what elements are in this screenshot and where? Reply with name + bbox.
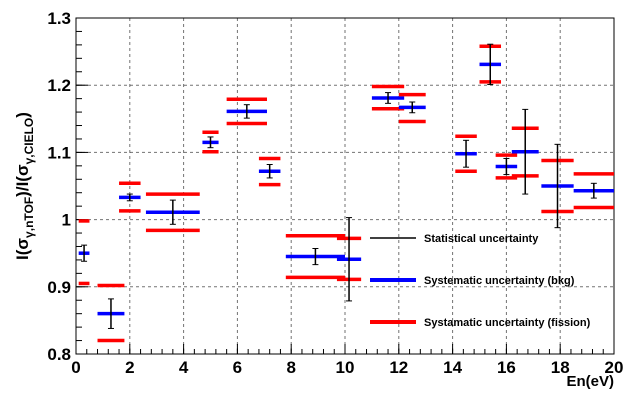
y-axis-label-sub2: γ,CIELO (22, 118, 36, 165)
y-tick-label: 1.1 (47, 143, 71, 162)
y-tick-labels: 0.8 0.9 1 1.1 1.2 1.3 (47, 9, 71, 364)
legend-label-fission: Systamatic uncertainty (fission) (424, 317, 591, 329)
y-tick-label: 1.3 (47, 9, 71, 28)
x-tick-label: 8 (286, 358, 295, 377)
x-tick-label: 14 (443, 358, 462, 377)
x-tick-label: 10 (336, 358, 355, 377)
y-tick-label: 1 (62, 211, 71, 230)
y-tick-label: 0.8 (47, 345, 71, 364)
y-tick-label: 0.9 (47, 278, 71, 297)
y-axis-label-sub1: γ,nTOF (22, 197, 36, 238)
y-axis-label-end: ) (13, 112, 32, 118)
x-tick-labels: 0 2 4 6 8 10 12 14 16 18 20 (71, 358, 623, 377)
grid-lines (76, 18, 614, 354)
x-tick-label: 6 (233, 358, 242, 377)
x-tick-label: 2 (125, 358, 134, 377)
x-tick-label: 0 (71, 358, 80, 377)
x-tick-label: 16 (497, 358, 516, 377)
x-tick-label: 12 (389, 358, 408, 377)
legend-label-bkg: Systematic uncertainty (bkg) (424, 275, 575, 287)
y-axis-label-main: I(σ (13, 238, 32, 260)
y-axis-label-mid: )/I(σ (13, 164, 32, 197)
legend: Statistical uncertainty Systematic uncer… (370, 233, 591, 329)
y-axis-label: I(σγ,nTOF)/I(σγ,CIELO) (13, 112, 36, 260)
legend-label-statistical: Statistical uncertainty (424, 233, 539, 245)
x-tick-label: 18 (551, 358, 570, 377)
x-axis-label: En(eV) (566, 373, 614, 390)
x-tick-label: 4 (179, 358, 189, 377)
y-tick-label: 1.2 (47, 76, 71, 95)
x-tick-label: 20 (605, 358, 624, 377)
data-marks (78, 43, 614, 343)
axis-ticks (75, 17, 615, 355)
